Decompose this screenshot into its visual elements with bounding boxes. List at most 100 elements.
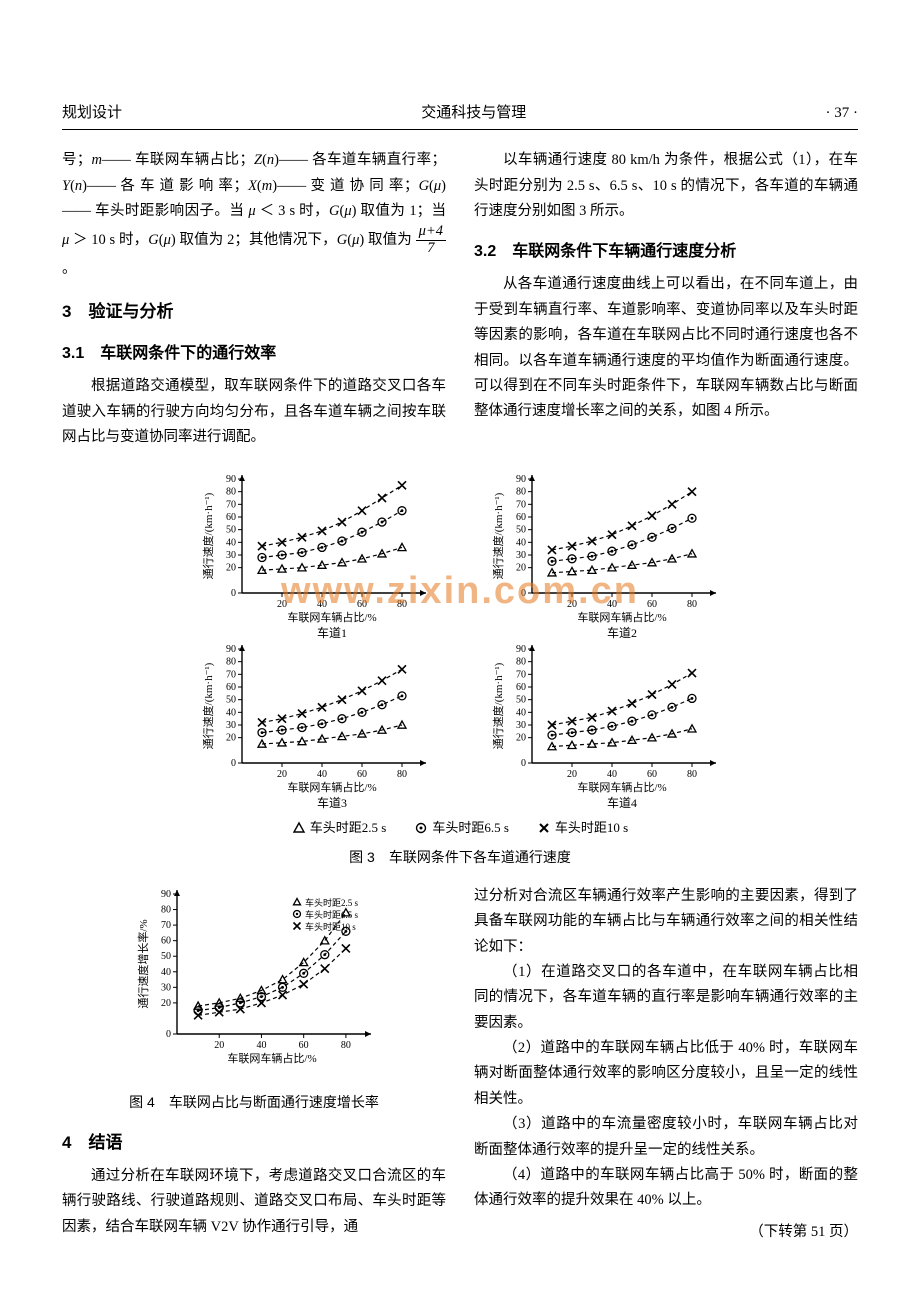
figure-3-panel-3: 2040608002030405060708090车联网车辆占比/%通行速度/(…	[200, 641, 430, 811]
svg-text:40: 40	[317, 599, 327, 610]
svg-text:70: 70	[516, 669, 526, 680]
svg-text:90: 90	[516, 474, 526, 485]
legend-label: 车头时距6.5 s	[432, 817, 509, 840]
page-header: 规划设计 交通科技与管理 · 37 ·	[62, 100, 858, 130]
para-r1: 过分析对合流区车辆通行效率产生影响的主要因素，得到了具备车联网功能的车辆占比与车…	[474, 884, 858, 960]
svg-text:50: 50	[226, 694, 236, 705]
svg-text:40: 40	[226, 537, 236, 548]
svg-text:40: 40	[317, 769, 327, 780]
svg-text:60: 60	[516, 682, 526, 693]
para-4-left: 通过分析在车联网环境下，考虑道路交叉口合流区的车辆行驶路线、行驶道路规则、道路交…	[62, 1164, 446, 1240]
figure-3-row-2: 2040608002030405060708090车联网车辆占比/%通行速度/(…	[200, 641, 720, 811]
svg-text:60: 60	[647, 599, 657, 610]
svg-text:20: 20	[277, 599, 287, 610]
svg-text:车联网车辆占比/%: 车联网车辆占比/%	[577, 780, 666, 794]
svg-text:0: 0	[231, 758, 236, 769]
svg-text:通行速度/(km·h⁻¹): 通行速度/(km·h⁻¹)	[491, 492, 505, 579]
svg-text:90: 90	[226, 474, 236, 485]
svg-text:80: 80	[516, 656, 526, 667]
svg-text:40: 40	[516, 537, 526, 548]
svg-text:60: 60	[357, 599, 367, 610]
svg-text:60: 60	[161, 935, 171, 946]
svg-text:80: 80	[397, 769, 407, 780]
svg-text:车联网车辆占比/%: 车联网车辆占比/%	[227, 1051, 316, 1065]
svg-text:40: 40	[226, 707, 236, 718]
figure-3-panel-2: 2040608002030405060708090车联网车辆占比/%通行速度/(…	[490, 471, 720, 641]
para-r2: （1）在道路交叉口的各车道中，在车联网车辆占比相同的情况下，各车道车辆的直行率是…	[474, 960, 858, 1036]
figure-3-panel-4: 2040608002030405060708090车联网车辆占比/%通行速度/(…	[490, 641, 720, 811]
svg-text:通行速度增长率/%: 通行速度增长率/%	[136, 919, 150, 1008]
bottom-right-column: 过分析对合流区车辆通行效率产生影响的主要因素，得到了具备车联网功能的车辆占比与车…	[474, 884, 858, 1245]
para-r5: （4）道路中的车联网车辆占比高于 50% 时，断面的整体通行效率的提升效果在 4…	[474, 1163, 858, 1214]
para-conditions: 以车辆通行速度 80 km/h 为条件，根据公式（1），在车头时距分别为 2.5…	[474, 148, 858, 224]
bottom-columns: 2040608002030405060708090车联网车辆占比/%通行速度增长…	[62, 884, 858, 1245]
bottom-left-column: 2040608002030405060708090车联网车辆占比/%通行速度增长…	[62, 884, 446, 1245]
svg-text:80: 80	[687, 599, 697, 610]
svg-text:80: 80	[341, 1040, 351, 1051]
svg-text:80: 80	[161, 904, 171, 915]
continued-note: （下转第 51 页）	[474, 1220, 858, 1245]
svg-text:0: 0	[231, 588, 236, 599]
text: 取值为	[368, 232, 416, 248]
header-center: 交通科技与管理	[421, 100, 526, 126]
svg-text:70: 70	[161, 920, 171, 931]
para-r4: （3）道路中的车流量密度较小时，车联网车辆占比对断面整体通行效率的提升呈一定的线…	[474, 1112, 858, 1163]
para-definitions: 号；m—— 车联网车辆占比；Z(n)—— 各车道车辆直行率；Y(n)—— 各 车…	[62, 148, 446, 282]
legend-label: 车头时距10 s	[555, 817, 628, 840]
figure-3-legend: 车头时距2.5 s 车头时距6.5 s 车头时距10 s	[292, 817, 628, 840]
svg-text:车头时距2.5 s: 车头时距2.5 s	[305, 897, 359, 908]
legend-item-circle: 车头时距6.5 s	[414, 817, 509, 840]
left-column: 号；m—— 车联网车辆占比；Z(n)—— 各车道车辆直行率；Y(n)—— 各 车…	[62, 148, 446, 450]
fraction-denominator: 7	[416, 241, 446, 257]
para-r3: （2）道路中的车联网车辆占比低于 40% 时，车联网车辆对断面整体通行效率的影响…	[474, 1036, 858, 1112]
svg-text:20: 20	[214, 1040, 224, 1051]
text: —— 车联网车辆占比；	[102, 152, 254, 168]
para-3-1: 根据道路交通模型，取车联网条件下的道路交叉口各车道驶入车辆的行驶方向均匀分布，且…	[62, 374, 446, 450]
svg-text:0: 0	[521, 758, 526, 769]
svg-text:50: 50	[161, 951, 171, 962]
text: —— 车头时距影响因子。当	[62, 203, 248, 219]
text: —— 各车道车辆直行率；	[279, 152, 446, 168]
header-page-number: · 37 ·	[826, 100, 859, 126]
svg-text:20: 20	[161, 998, 171, 1009]
svg-text:50: 50	[226, 524, 236, 535]
svg-text:20: 20	[226, 562, 236, 573]
svg-text:40: 40	[161, 967, 171, 978]
svg-text:90: 90	[516, 644, 526, 655]
svg-text:90: 90	[161, 889, 171, 900]
svg-text:车道4: 车道4	[607, 795, 637, 810]
svg-text:车联网车辆占比/%: 车联网车辆占比/%	[287, 780, 376, 794]
svg-text:车联网车辆占比/%: 车联网车辆占比/%	[287, 610, 376, 624]
svg-text:20: 20	[516, 732, 526, 743]
svg-text:车道2: 车道2	[607, 625, 637, 640]
text: 号；	[62, 152, 91, 168]
section-3-2-heading: 3.2 车联网条件下车辆通行速度分析	[474, 238, 858, 266]
figure-4-caption: 图 4 车联网占比与断面通行速度增长率	[62, 1090, 446, 1115]
svg-text:60: 60	[226, 512, 236, 523]
svg-text:80: 80	[226, 486, 236, 497]
svg-text:40: 40	[607, 599, 617, 610]
fraction-numerator: μ+4	[416, 224, 446, 241]
svg-text:50: 50	[516, 524, 526, 535]
top-columns: 号；m—— 车联网车辆占比；Z(n)—— 各车道车辆直行率；Y(n)—— 各 车…	[62, 148, 858, 450]
legend-label: 车头时距2.5 s	[310, 817, 387, 840]
svg-text:车道3: 车道3	[317, 795, 347, 810]
svg-text:车道1: 车道1	[317, 625, 347, 640]
svg-text:0: 0	[166, 1029, 171, 1040]
figure-3-row-1: 2040608002030405060708090车联网车辆占比/%通行速度/(…	[200, 471, 720, 641]
svg-text:通行速度/(km·h⁻¹): 通行速度/(km·h⁻¹)	[201, 492, 215, 579]
svg-text:30: 30	[516, 720, 526, 731]
svg-text:20: 20	[516, 562, 526, 573]
svg-text:通行速度/(km·h⁻¹): 通行速度/(km·h⁻¹)	[201, 662, 215, 749]
legend-item-triangle: 车头时距2.5 s	[292, 817, 387, 840]
svg-text:40: 40	[516, 707, 526, 718]
svg-text:80: 80	[516, 486, 526, 497]
text: ＜ 3 s 时，	[256, 203, 329, 219]
svg-text:40: 40	[256, 1040, 266, 1051]
svg-text:70: 70	[516, 499, 526, 510]
svg-text:90: 90	[226, 644, 236, 655]
svg-text:车联网车辆占比/%: 车联网车辆占比/%	[577, 610, 666, 624]
fraction: μ+47	[416, 224, 446, 257]
svg-text:60: 60	[299, 1040, 309, 1051]
svg-text:30: 30	[226, 720, 236, 731]
